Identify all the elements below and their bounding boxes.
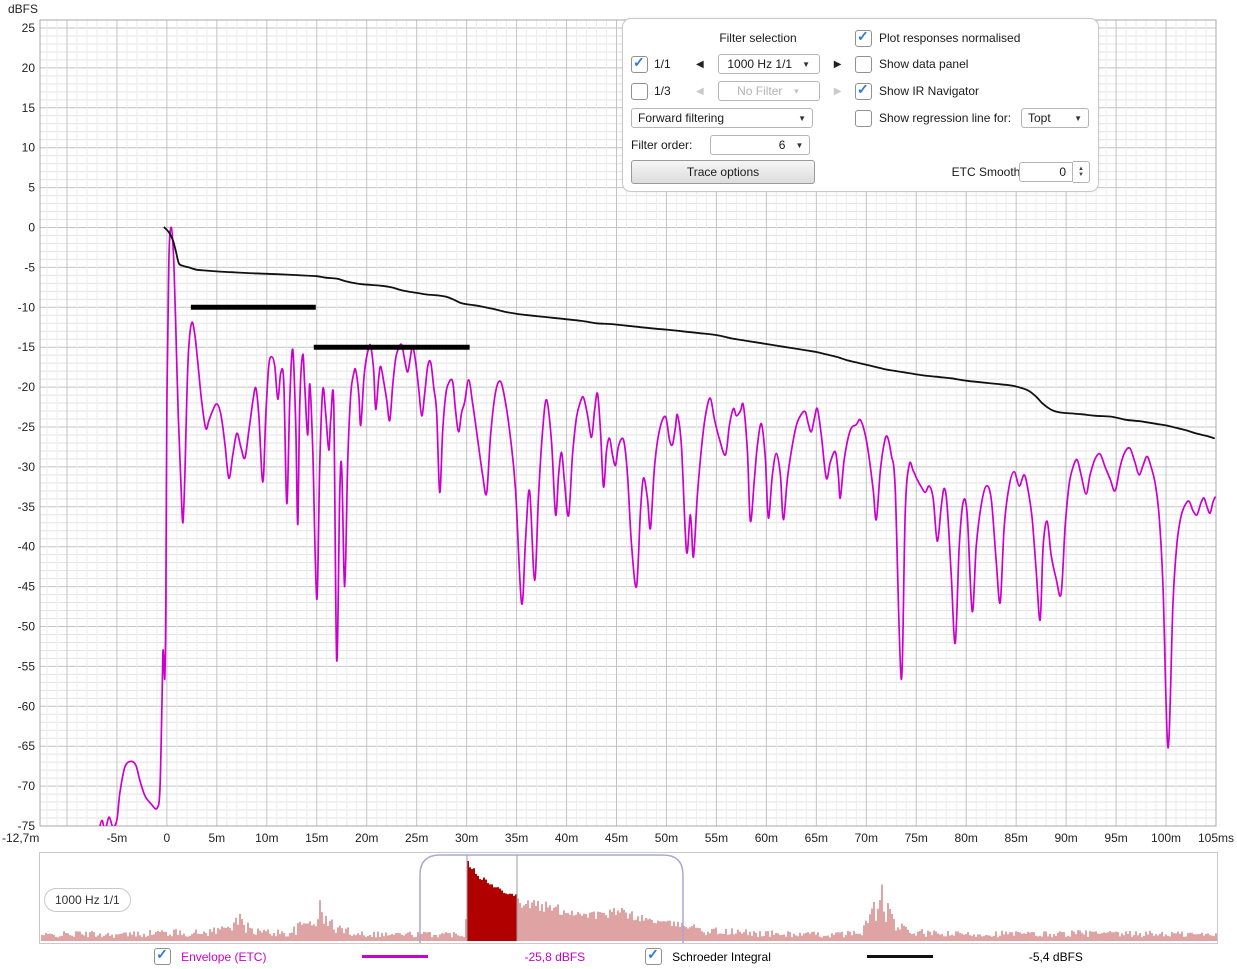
- filter-1-1-prev-icon[interactable]: ◀: [696, 58, 704, 70]
- schroeder-curve: [163, 226, 1215, 440]
- x-tick-label: 90m: [1054, 831, 1077, 845]
- chevron-down-icon: ▼: [802, 59, 811, 69]
- y-tick-label: -55: [18, 659, 36, 673]
- trace-legend: ✓ Envelope (ETC) -25,8 dBFS ✓ Schroeder …: [0, 944, 1237, 969]
- x-tick-label: 50m: [655, 831, 678, 845]
- schroeder-line-sample: [866, 955, 933, 958]
- filter-1-3-prev-icon: ◀: [696, 85, 704, 97]
- x-tick-label: 55m: [705, 831, 728, 845]
- filter-order-combo[interactable]: 6 ▼: [710, 135, 811, 155]
- envelope-line-sample: [362, 955, 429, 958]
- navigator-measurement-tag: 1000 Hz 1/1: [44, 888, 131, 912]
- y-tick-label: 0: [28, 221, 35, 235]
- filtering-mode-combo[interactable]: Forward filtering ▼: [631, 108, 813, 128]
- etc-curve: [99, 226, 1216, 826]
- x-tick-label: -12,7m: [2, 831, 39, 845]
- schroeder-legend-checkbox[interactable]: ✓: [645, 946, 663, 965]
- y-tick-label: -15: [18, 340, 36, 354]
- x-tick-label: 25m: [405, 831, 428, 845]
- ir-window-outline[interactable]: [419, 854, 684, 943]
- trace-options-button[interactable]: Trace options: [631, 160, 815, 184]
- y-tick-label: 20: [22, 61, 36, 75]
- filter-1-1-next-icon[interactable]: ▶: [833, 58, 842, 70]
- x-tick-label: 10m: [255, 831, 278, 845]
- etc-smoothing-spinner[interactable]: ▲ ▼: [1073, 161, 1090, 183]
- y-tick-label: -20: [18, 380, 36, 394]
- plot-normalised-checkbox[interactable]: ✓: [855, 28, 872, 47]
- schroeder-legend-label: Schroeder Integral: [672, 949, 771, 964]
- x-tick-label: 5m: [209, 831, 226, 845]
- y-tick-label: 25: [22, 21, 36, 35]
- x-tick-label: 15m: [305, 831, 328, 845]
- envelope-value: -25,8 dBFS: [524, 949, 586, 964]
- filter-selection-title: Filter selection: [719, 31, 797, 45]
- spinner-up-icon[interactable]: ▲: [1078, 166, 1084, 172]
- x-tick-label: 20m: [355, 831, 378, 845]
- show-regression-label: Show regression line for:: [879, 111, 1012, 125]
- y-tick-label: -50: [18, 620, 36, 634]
- x-tick-label: 35m: [505, 831, 528, 845]
- y-tick-label: -25: [18, 420, 36, 434]
- filter-1-3-combo: No Filter ▼: [717, 81, 820, 101]
- x-tick-label: 0: [164, 831, 171, 845]
- envelope-legend-checkbox[interactable]: ✓: [154, 946, 172, 965]
- y-tick-label: 5: [28, 181, 35, 195]
- filter-control-panel: Filter selection ✓ 1/1 ◀ 1000 Hz 1/1 ▼ ▶ …: [622, 18, 1099, 192]
- show-regression-checkbox[interactable]: ✓: [855, 109, 872, 127]
- show-ir-navigator-checkbox[interactable]: ✓: [855, 81, 872, 100]
- x-tick-label: 65m: [805, 831, 828, 845]
- filter-1-1-label: 1/1: [654, 57, 671, 71]
- etc-smoothing-input[interactable]: 0: [1019, 162, 1073, 182]
- y-axis-unit-label: dBFS: [8, 2, 38, 16]
- y-tick-label: -45: [18, 580, 36, 594]
- show-data-panel-label: Show data panel: [879, 57, 969, 71]
- y-tick-label: 15: [22, 101, 36, 115]
- y-tick-label: -70: [18, 779, 36, 793]
- schroeder-value: -5,4 dBFS: [1028, 949, 1083, 964]
- filter-1-3-next-icon: ▶: [833, 85, 842, 97]
- y-tick-label: -5: [24, 260, 35, 274]
- etc-chart[interactable]: dBFS 25 20 15 10 5 0 -5 -10 -15 -20 -25 -30 -35 -40 -45…: [0, 0, 1237, 853]
- filter-1-1-combo[interactable]: 1000 Hz 1/1 ▼: [717, 54, 820, 74]
- x-tick-label: 100m: [1151, 831, 1181, 845]
- ir-navigator[interactable]: [39, 852, 1219, 947]
- chevron-down-icon: ▼: [795, 140, 804, 150]
- x-tick-label: 70m: [855, 831, 878, 845]
- show-ir-navigator-label: Show IR Navigator: [879, 84, 980, 98]
- navigator-waveform: [41, 860, 1217, 941]
- chevron-down-icon: ▼: [1074, 113, 1082, 123]
- plot-normalised-label: Plot responses normalised: [879, 31, 1021, 45]
- x-tick-label: -5m: [107, 831, 128, 845]
- x-tick-label: 75m: [905, 831, 928, 845]
- x-tick-label: 40m: [555, 831, 578, 845]
- y-tick-label: -40: [18, 540, 36, 554]
- y-tick-label: -65: [18, 739, 36, 753]
- show-data-panel-checkbox[interactable]: ✓: [855, 55, 872, 73]
- y-tick-label: -30: [18, 460, 36, 474]
- chevron-down-icon: ▼: [792, 86, 801, 96]
- x-tick-label: 85m: [1004, 831, 1027, 845]
- spinner-down-icon[interactable]: ▼: [1078, 172, 1084, 178]
- x-tick-label: 60m: [755, 831, 778, 845]
- filter-order-label: Filter order:: [631, 138, 693, 152]
- regression-target-combo[interactable]: Topt ▼: [1021, 108, 1089, 128]
- filter-1-3-label: 1/3: [654, 84, 671, 98]
- x-tick-label: 45m: [605, 831, 628, 845]
- envelope-legend-label: Envelope (ETC): [181, 949, 267, 964]
- y-tick-label: -75: [18, 819, 36, 833]
- y-tick-label: -10: [18, 300, 36, 314]
- filter-1-1-checkbox[interactable]: ✓: [631, 54, 648, 73]
- x-tick-label: 105ms: [1198, 831, 1234, 845]
- x-tick-label: 95m: [1104, 831, 1127, 845]
- x-tick-label: 80m: [955, 831, 978, 845]
- y-tick-label: -60: [18, 699, 36, 713]
- x-tick-label: 30m: [455, 831, 478, 845]
- chevron-down-icon: ▼: [798, 113, 806, 123]
- filter-1-3-checkbox[interactable]: ✓: [631, 82, 648, 100]
- y-tick-label: 10: [22, 141, 36, 155]
- y-tick-label: -35: [18, 500, 36, 514]
